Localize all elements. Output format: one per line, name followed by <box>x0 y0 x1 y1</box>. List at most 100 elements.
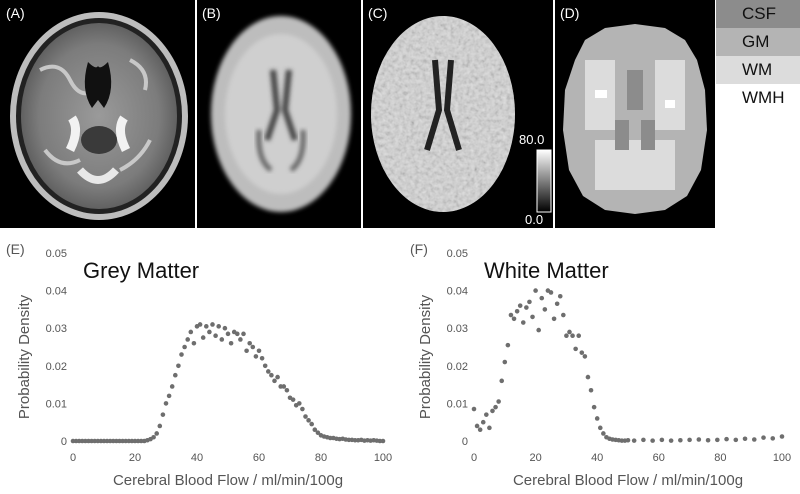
y-tick-label: 0 <box>61 436 67 448</box>
chart-panel-label: (F) <box>410 241 428 257</box>
data-point <box>297 401 302 406</box>
x-tick-label: 80 <box>714 452 726 464</box>
panel-a-label: (A) <box>6 5 25 21</box>
data-point <box>573 346 578 352</box>
data-point <box>659 437 665 443</box>
data-point <box>751 437 757 442</box>
y-tick-label: 0 <box>462 436 468 448</box>
data-point <box>687 437 692 443</box>
data-point <box>306 418 311 423</box>
data-point <box>705 437 711 443</box>
data-point <box>742 436 748 442</box>
panel-a-flair-image: (A) <box>0 0 195 228</box>
data-point <box>160 412 166 417</box>
data-point <box>210 322 215 327</box>
data-point <box>176 363 181 369</box>
x-axis-label: Cerebral Blood Flow / ml/min/100g <box>113 472 343 489</box>
data-point <box>715 437 720 443</box>
data-point <box>557 293 563 299</box>
data-point <box>696 437 702 442</box>
legend-item-wmh: WMH <box>716 84 800 112</box>
data-point <box>502 359 508 365</box>
data-point <box>179 352 184 357</box>
x-tick-label: 0 <box>471 452 477 464</box>
data-point <box>733 437 739 443</box>
data-point <box>582 354 588 359</box>
data-point <box>536 327 541 333</box>
data-point <box>471 406 477 412</box>
chart-panel-label: (E) <box>6 241 25 257</box>
data-point <box>281 384 287 389</box>
data-point <box>241 331 246 337</box>
data-point <box>154 431 159 436</box>
data-point <box>191 340 197 346</box>
brain-cbf-illustration <box>371 16 552 213</box>
data-point <box>514 308 520 314</box>
data-point <box>542 307 548 312</box>
data-point <box>505 342 511 348</box>
data-point <box>554 301 560 307</box>
y-tick-label: 0.02 <box>46 361 67 373</box>
data-point <box>591 404 597 410</box>
data-point <box>300 406 305 412</box>
data-point <box>266 369 271 374</box>
colorbar-max-label: 80.0 <box>519 132 545 147</box>
data-point <box>207 329 212 335</box>
data-point <box>588 387 594 393</box>
data-point <box>197 322 203 327</box>
data-point <box>499 378 505 384</box>
data-point <box>238 337 243 342</box>
legend-label-csf: CSF <box>742 4 776 23</box>
chart-title: White Matter <box>484 258 609 283</box>
panel-c-label: (C) <box>368 5 388 21</box>
data-point <box>520 320 526 325</box>
brain-segmentation-illustration <box>563 24 707 214</box>
y-tick-label: 0.01 <box>447 398 468 410</box>
data-point <box>631 438 637 443</box>
data-point <box>151 434 156 440</box>
data-point <box>493 404 498 410</box>
data-point <box>511 316 517 322</box>
legend-item-gm: GM <box>716 28 800 56</box>
data-point <box>272 378 277 384</box>
data-point <box>539 295 545 301</box>
data-point <box>269 372 274 378</box>
data-point <box>204 324 209 329</box>
data-point <box>490 408 495 414</box>
legend-item-wm: WM <box>716 56 800 84</box>
data-point <box>480 419 486 425</box>
legend-label-wm: WM <box>742 60 773 79</box>
data-point <box>551 316 557 322</box>
x-tick-label: 100 <box>374 452 392 464</box>
data-point <box>564 333 569 339</box>
data-point <box>530 314 535 320</box>
data-point <box>548 290 554 295</box>
x-tick-label: 40 <box>191 452 203 464</box>
data-point <box>597 425 603 431</box>
data-point <box>527 299 532 305</box>
data-point <box>284 387 290 393</box>
colorbar-min-label: 0.0 <box>525 212 544 227</box>
x-tick-label: 20 <box>529 452 541 464</box>
data-point <box>761 435 766 440</box>
data-point <box>200 335 206 340</box>
data-point <box>601 431 606 436</box>
data-point <box>309 421 315 427</box>
data-point <box>235 331 240 337</box>
x-tick-label: 60 <box>253 452 265 464</box>
data-point <box>256 348 262 354</box>
data-point <box>213 333 218 339</box>
data-point <box>668 438 674 443</box>
white-matter-chart: (F) White Matter 0 0.01 0.02 0.03 0.04 0.05 0 20 4… <box>410 241 791 489</box>
y-tick-label: 0.03 <box>46 323 67 335</box>
chart-title: Grey Matter <box>83 258 199 283</box>
data-point <box>275 374 280 380</box>
data-point <box>250 344 256 350</box>
legend-label-wmh: WMH <box>742 88 785 107</box>
data-point <box>576 333 582 339</box>
panel-d-segmentation-map: (D) <box>555 0 715 228</box>
x-tick-label: 100 <box>773 452 791 464</box>
data-point <box>650 438 655 443</box>
legend-label-gm: GM <box>742 32 770 51</box>
data-point <box>508 312 514 318</box>
